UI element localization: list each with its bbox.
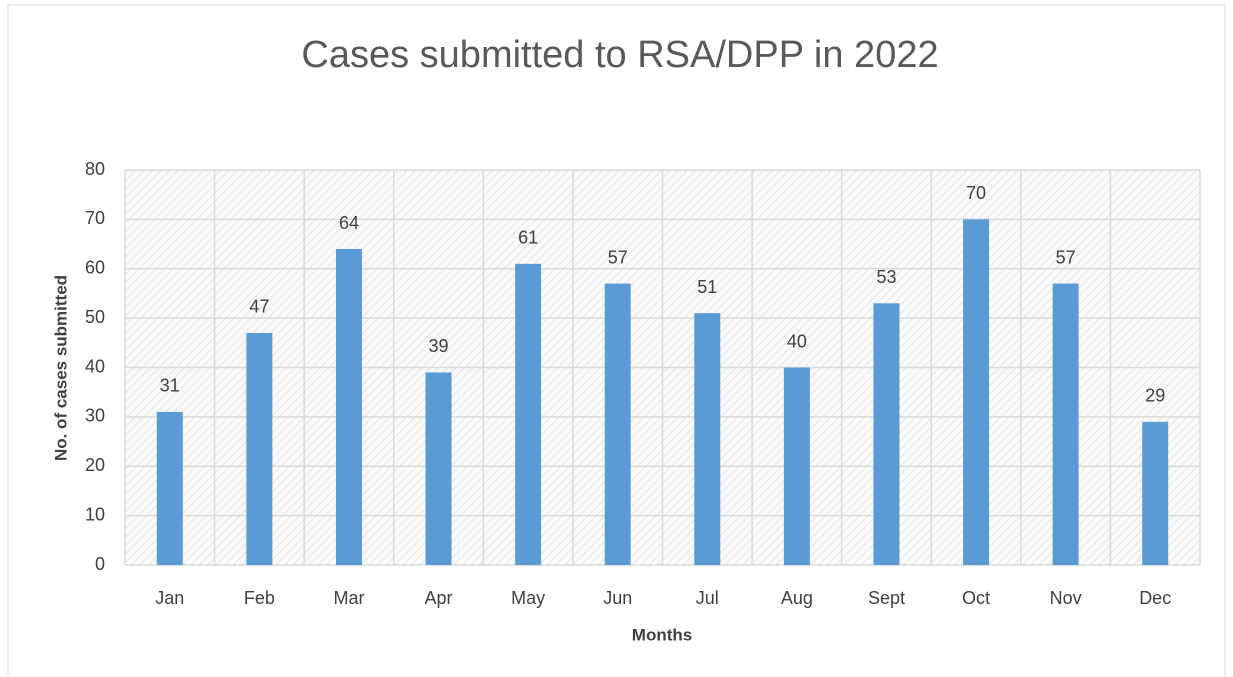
x-tick-label: Nov [1050, 588, 1082, 608]
bar [515, 263, 542, 565]
y-tick-label: 10 [85, 504, 105, 524]
x-tick-label: Mar [333, 588, 364, 608]
data-label: 39 [429, 336, 449, 356]
data-label: 64 [339, 213, 359, 233]
data-label: 51 [697, 277, 717, 297]
y-tick-label: 80 [85, 159, 105, 179]
y-tick-label: 20 [85, 455, 105, 475]
x-tick-label: Dec [1139, 588, 1171, 608]
data-label: 29 [1145, 386, 1165, 406]
bar [694, 313, 721, 565]
chart-title: Cases submitted to RSA/DPP in 2022 [301, 34, 938, 76]
bar [156, 411, 183, 565]
data-label: 31 [160, 376, 180, 396]
bar [335, 249, 362, 565]
data-label: 47 [249, 297, 269, 317]
y-axis-title: No. of cases submitted [51, 275, 70, 461]
y-tick-label: 70 [85, 208, 105, 228]
data-label: 57 [608, 247, 628, 267]
bar [1142, 421, 1169, 565]
bar [425, 372, 452, 565]
data-label: 53 [876, 267, 896, 287]
x-tick-label: Jun [603, 588, 632, 608]
x-tick-label: Aug [781, 588, 813, 608]
x-tick-label: Jul [696, 588, 719, 608]
y-tick-label: 30 [85, 406, 105, 426]
data-label: 40 [787, 331, 807, 351]
bar [246, 332, 273, 565]
y-tick-label: 60 [85, 258, 105, 278]
bar [963, 219, 990, 565]
bar [1052, 283, 1079, 565]
x-tick-label: Oct [962, 588, 990, 608]
x-tick-label: Feb [244, 588, 275, 608]
bar [783, 367, 810, 565]
bar [604, 283, 631, 565]
bar [873, 303, 900, 565]
x-tick-label: Sept [868, 588, 905, 608]
x-tick-label: May [511, 588, 545, 608]
y-tick-label: 40 [85, 356, 105, 376]
x-axis-title: Months [632, 625, 692, 644]
y-tick-label: 50 [85, 307, 105, 327]
data-label: 70 [966, 183, 986, 203]
x-tick-label: Jan [155, 588, 184, 608]
x-tick-label: Apr [425, 588, 453, 608]
y-tick-label: 0 [95, 554, 105, 574]
data-label: 57 [1056, 247, 1076, 267]
data-label: 61 [518, 228, 538, 248]
